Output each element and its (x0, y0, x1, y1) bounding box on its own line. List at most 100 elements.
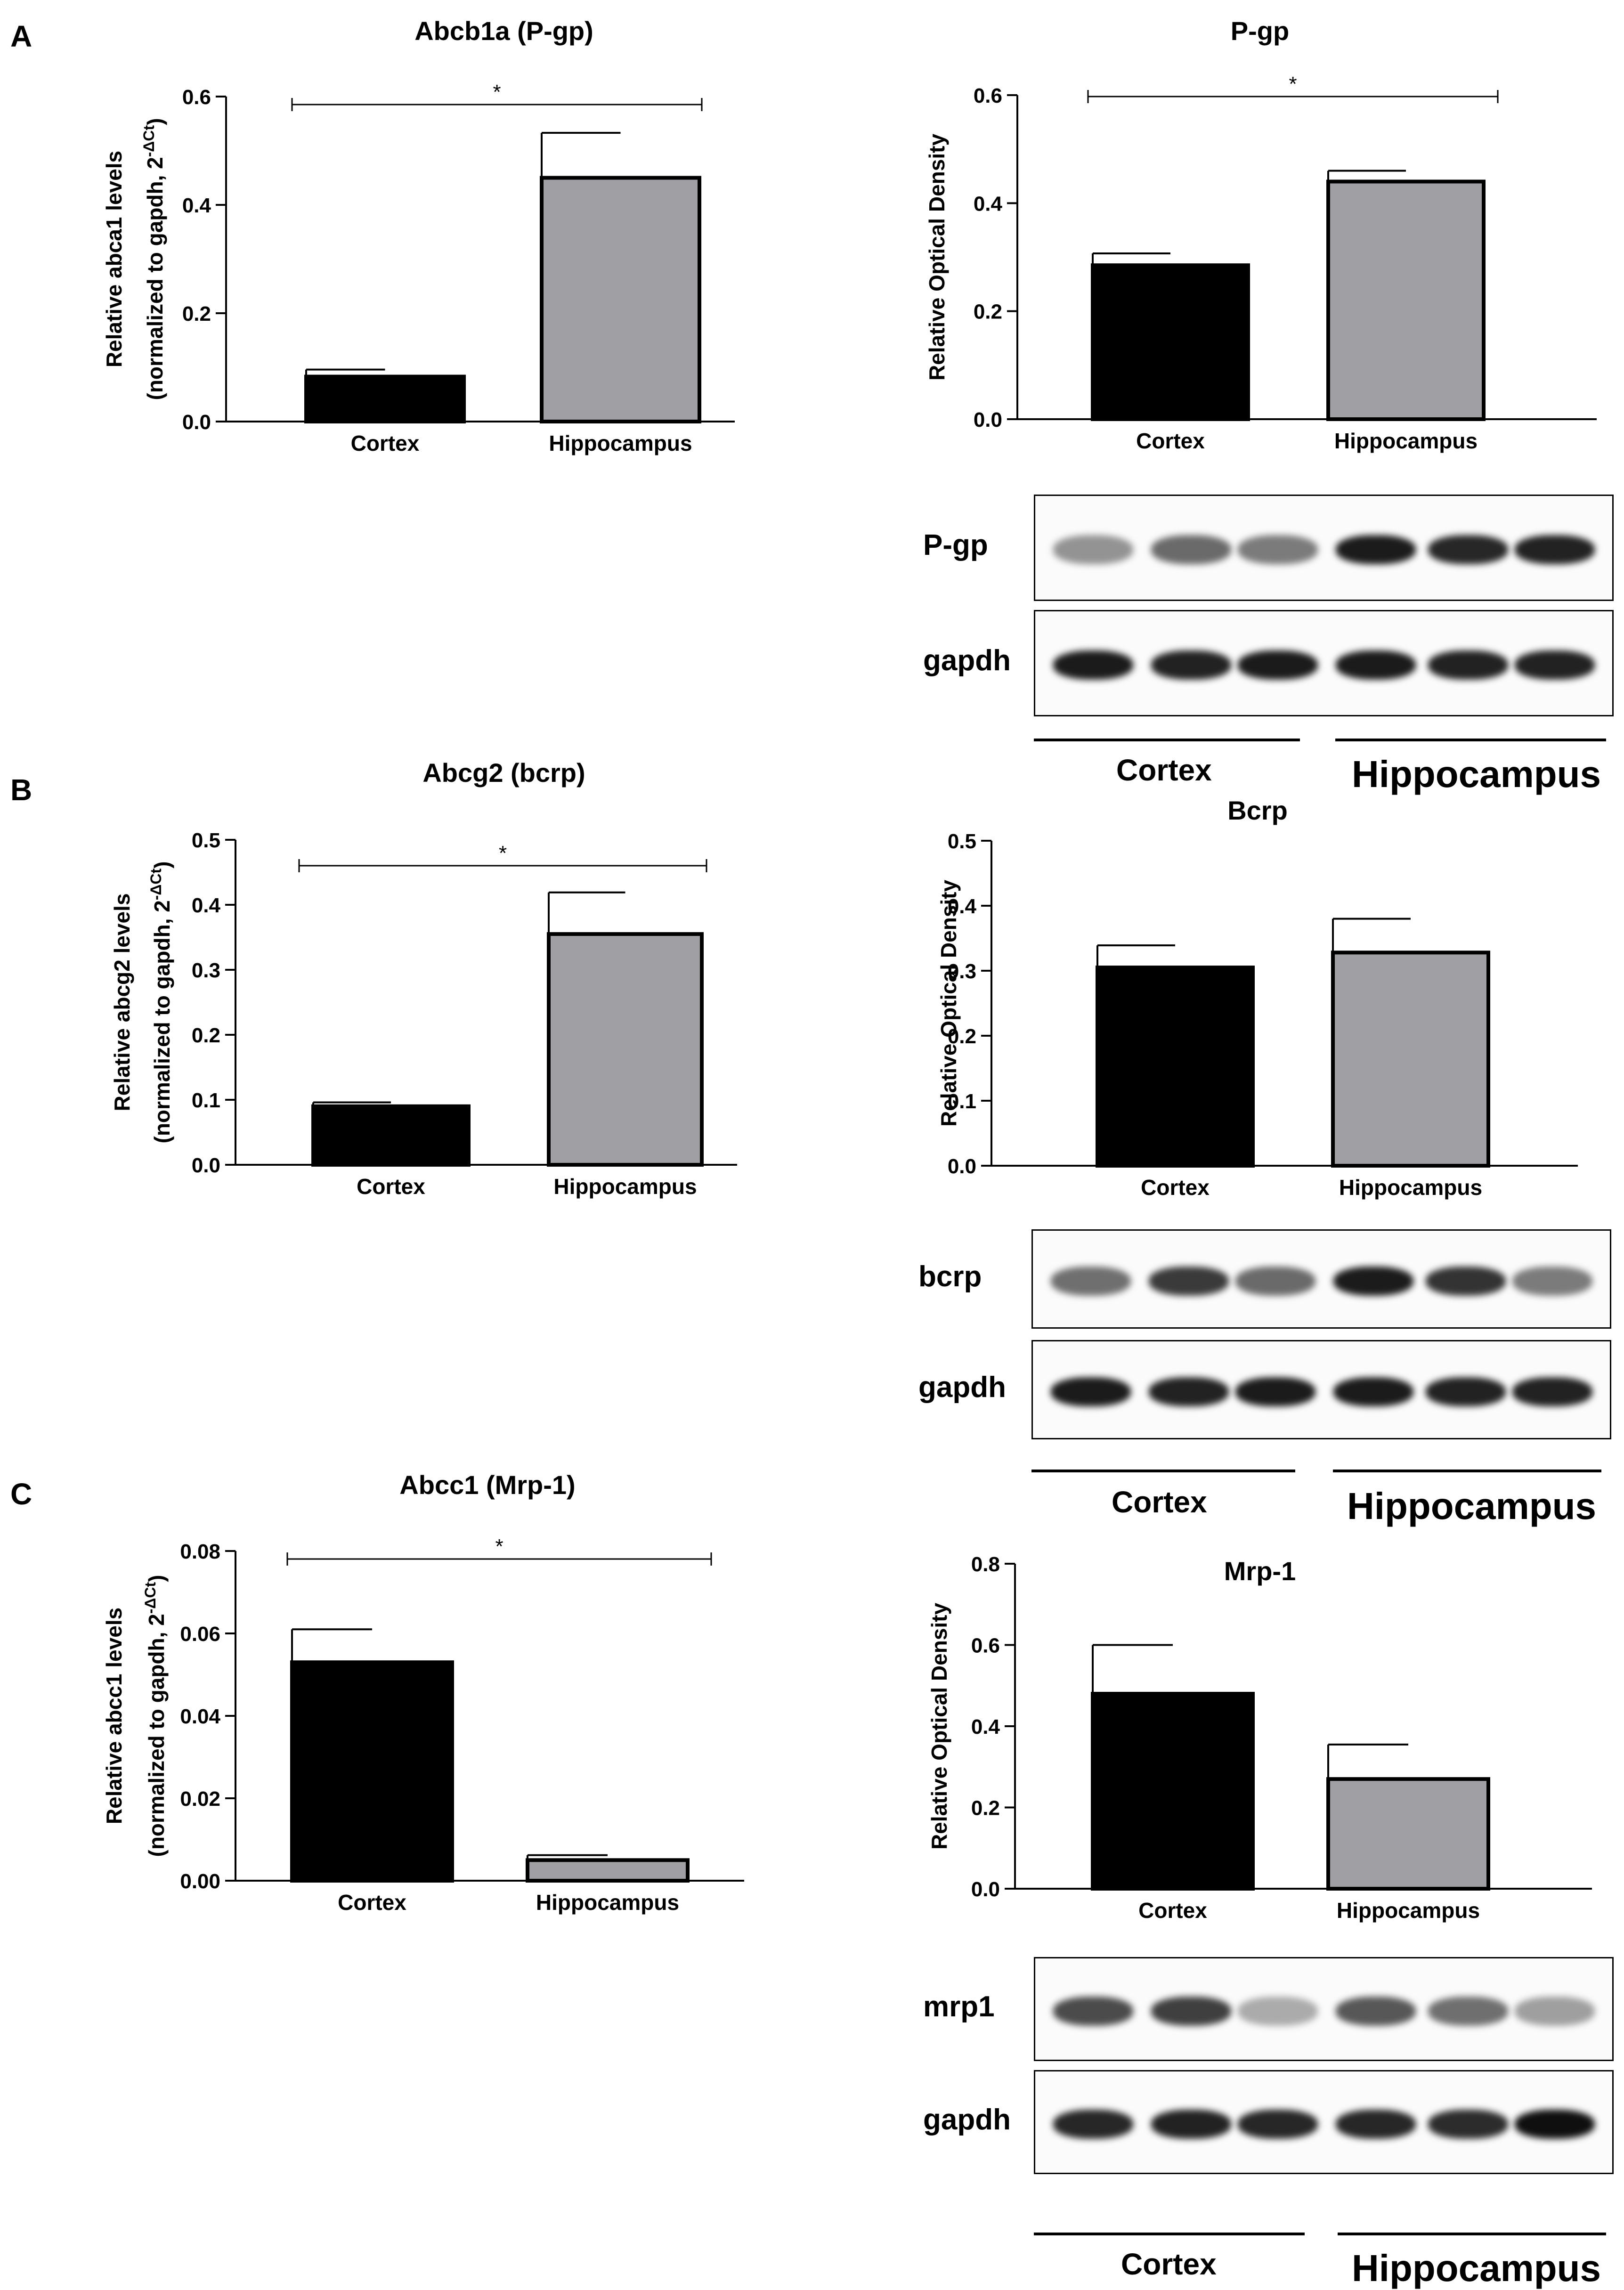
y-tick-label: 0.8 (971, 1553, 1000, 1576)
y-tick-label: 0.1 (192, 1089, 220, 1112)
significance-star: * (499, 842, 507, 865)
blot-band (1050, 1377, 1131, 1406)
blot-band (1053, 535, 1133, 564)
blot-band (1050, 1266, 1131, 1296)
y-axis-label: Relative Optical Density (927, 1603, 951, 1850)
x-tick-label: Cortex (351, 431, 420, 455)
y-axis-label-normalization: (normalized to gapdh, 2-ΔCt) (142, 1575, 169, 1857)
y-tick-label: 0.2 (974, 300, 1002, 324)
y-axis-label: Relative Optical Density (936, 880, 961, 1127)
blot-band (1237, 2109, 1318, 2139)
x-tick-label: Hippocampus (536, 1890, 679, 1915)
chart-abcg2-mrna: Abcg2 (bcrp) 0.0 0.1 0.2 0.3 0.4 0.5 Relative a… (110, 758, 737, 1199)
blot-band (1053, 2109, 1133, 2139)
y-tick-label: 0.0 (948, 1155, 976, 1178)
y-tick-label: 0.4 (971, 1715, 1000, 1738)
y-tick-label: 0.4 (182, 194, 211, 217)
blot-band (1514, 535, 1595, 564)
blot-band (1237, 535, 1318, 564)
blot-band (1148, 1266, 1229, 1296)
y-tick-label: 0.0 (974, 408, 1002, 431)
blot-band (1235, 1266, 1315, 1296)
blot-band (1512, 1266, 1592, 1296)
y-tick-label: 0.4 (192, 894, 221, 917)
blot-strip (1034, 2070, 1614, 2174)
y-tick-label: 0.2 (948, 1025, 976, 1048)
x-tick-label: Hippocampus (1339, 1175, 1482, 1200)
bar-hippocampus (1326, 1777, 1490, 1891)
blot-group-label: Hippocampus (1352, 753, 1601, 795)
blot-row-label: bcrp (918, 1260, 982, 1293)
blot-band (1514, 650, 1595, 680)
y-axis-label: Relative abca1 levels (102, 151, 126, 367)
y-tick-label: 0.3 (948, 960, 976, 983)
blot-band (1151, 535, 1231, 564)
blot-band (1335, 2109, 1416, 2139)
chart-title: Abcb1a (P-gp) (414, 16, 593, 46)
blot-band (1151, 650, 1231, 680)
blot-band (1148, 1377, 1229, 1406)
bar-cortex (1096, 966, 1255, 1168)
x-tick-label: Hippocampus (553, 1174, 697, 1199)
blot-group-line (1034, 2233, 1305, 2235)
blot-strip (1031, 1340, 1611, 1439)
x-tick-label: Hippocampus (1334, 429, 1478, 453)
y-axis-label-normalization: (normalized to gapdh, 2-ΔCt) (140, 118, 167, 400)
blot-group-label: Hippocampus (1347, 1485, 1596, 1527)
chart-abcc1-mrna: Abcc1 (Mrp-1) 0.00 0.02 0.04 0.06 0.08 Relativ… (102, 1470, 744, 1915)
y-tick-label: 0.00 (180, 1870, 220, 1893)
significance-star: * (493, 81, 501, 104)
blot-band (1425, 1377, 1506, 1406)
blot-strip (1031, 1229, 1611, 1329)
blot-band (1514, 1996, 1595, 2026)
panel-letter-b: B (10, 773, 32, 807)
blot-band (1333, 1266, 1413, 1296)
blot-band (1151, 1996, 1231, 2026)
bar-cortex (290, 1660, 454, 1883)
y-tick-label: 0.2 (192, 1024, 220, 1047)
blot-band (1428, 535, 1508, 564)
blot-band (1235, 1377, 1315, 1406)
x-tick-label: Cortex (357, 1174, 425, 1199)
blot-band (1335, 535, 1416, 564)
x-tick-label: Cortex (338, 1890, 406, 1915)
blot-band (1428, 2109, 1508, 2139)
y-tick-label: 0.06 (180, 1623, 220, 1646)
blot-band (1237, 650, 1318, 680)
blot-band (1425, 1266, 1506, 1296)
y-tick-label: 0.02 (180, 1787, 220, 1811)
blot-row-label: P-gp (923, 529, 988, 561)
y-tick-label: 0.6 (971, 1634, 1000, 1657)
y-tick-label: 0.0 (182, 411, 211, 434)
bar-hippocampus (540, 176, 701, 423)
y-axis-label-normalization: (normalized to gapdh, 2-ΔCt) (147, 861, 174, 1144)
blot-band (1512, 1377, 1592, 1406)
blot-strip (1034, 1957, 1614, 2061)
y-tick-label: 0.2 (182, 302, 211, 325)
bar-cortex (304, 374, 466, 423)
y-tick-label: 0.5 (192, 829, 220, 852)
y-tick-label: 0.1 (948, 1090, 976, 1113)
blot-band (1237, 1996, 1318, 2026)
chart-title: Bcrp (1227, 796, 1288, 825)
blot-band (1428, 1996, 1508, 2026)
blot-row-label: gapdh (923, 2103, 1011, 2136)
blot-group-label: Cortex (1112, 1485, 1207, 1519)
blot-row-label: gapdh (923, 644, 1011, 677)
bar-cortex (1091, 1692, 1255, 1891)
y-tick-label: 0.04 (180, 1705, 220, 1728)
blot-group-line (1031, 1470, 1295, 1472)
chart-bcrp-protein: Bcrp 0.0 0.1 0.2 0.3 0.4 0.5 Relative Optical D… (936, 796, 1578, 1200)
blot-band (1428, 650, 1508, 680)
bar-hippocampus (526, 1858, 690, 1883)
bar-hippocampus (1331, 950, 1490, 1168)
chart-abcb1a-mrna: Abcb1a (P-gp) 0.0 0.2 0.4 0.6 Relative abca1 … (102, 16, 735, 455)
blot-band (1151, 2109, 1231, 2139)
chart-pgp-protein: P-gp 0.0 0.2 0.4 0.6 Relative Optical Density… (925, 16, 1597, 453)
blot-group-line (1338, 2233, 1606, 2235)
blot-band (1514, 2109, 1595, 2139)
blot-band (1053, 1996, 1133, 2026)
x-tick-label: Hippocampus (549, 431, 692, 455)
bar-cortex (1091, 263, 1250, 421)
y-tick-label: 0.2 (971, 1797, 1000, 1820)
